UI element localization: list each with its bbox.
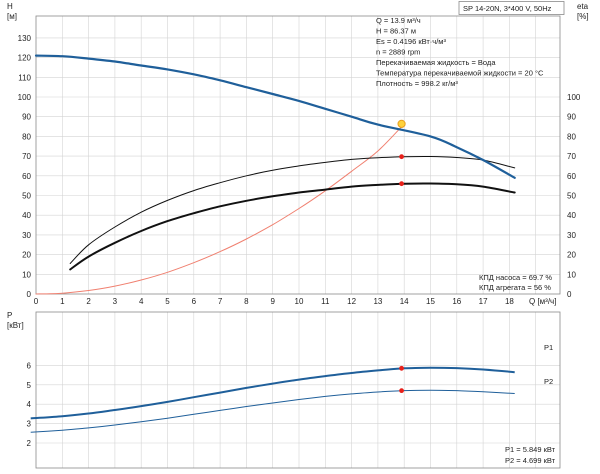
- upper-grid: [36, 16, 560, 294]
- flow-tick-label: 1: [60, 297, 65, 306]
- head-tick-label: 50: [22, 192, 31, 201]
- eta-axis-unit: [%]: [577, 12, 589, 21]
- info-temperature: Температура перекачиваемой жидкости = 20…: [376, 69, 544, 78]
- p1-value: P1 = 5.849 кВт: [505, 445, 556, 454]
- head-axis-unit: [м]: [7, 12, 17, 21]
- p1-series-label: P1: [544, 343, 553, 352]
- flow-tick-label: 8: [244, 297, 249, 306]
- head-tick-label: 80: [22, 132, 31, 141]
- power-axis-title: P: [7, 311, 12, 320]
- flow-tick-label: 6: [192, 297, 197, 306]
- pump-efficiency-curve: [69, 155, 516, 264]
- unit-efficiency-duty-point: [399, 181, 404, 187]
- p2-duty-point: [399, 388, 404, 394]
- head-tick-label: 40: [22, 211, 31, 220]
- flow-axis-ticks: 0 1 2 3 4 5 6 7 8 9 10 11 12 13 14 15 16 17 18: [34, 297, 515, 306]
- eta-tick-label: 40: [567, 211, 576, 220]
- head-tick-label: 60: [22, 172, 31, 181]
- power-tick-label: 5: [27, 381, 32, 390]
- flow-tick-label: 2: [86, 297, 91, 306]
- eta-tick-label: 10: [567, 270, 576, 279]
- flow-tick-label: 5: [165, 297, 170, 306]
- info-density: Плотность = 998.2 кг/м³: [376, 79, 458, 88]
- info-speed: n = 2889 rpm: [376, 48, 420, 57]
- head-axis-ticks: 0 10 20 30 40 50 60 70 80 90 100 110 120 130: [18, 34, 32, 299]
- flow-tick-label: 16: [452, 297, 461, 306]
- upper-curves: [34, 54, 516, 295]
- eta-axis-ticks: 0 10 20 30 40 50 60 70 80 90 100: [567, 93, 581, 299]
- eta-tick-label: 0: [567, 290, 572, 299]
- p2-value: P2 = 4.699 кВт: [505, 456, 556, 465]
- head-duty-point: [397, 119, 406, 128]
- head-tick-label: 130: [18, 34, 32, 43]
- eta-tick-label: 80: [567, 132, 576, 141]
- head-curve: [34, 54, 516, 179]
- flow-tick-label: 9: [270, 297, 275, 306]
- power-axis-unit: [кВт]: [7, 321, 24, 330]
- header-label-box: [458, 1, 565, 15]
- head-tick-label: 90: [22, 113, 31, 122]
- flow-tick-label: 14: [400, 297, 409, 306]
- eta-tick-label: 50: [567, 192, 576, 201]
- head-tick-label: 10: [22, 270, 31, 279]
- pump-efficiency-duty-point: [399, 154, 404, 160]
- power-tick-label: 2: [27, 439, 32, 448]
- power-axis-ticks: 2 3 4 5 6: [27, 361, 32, 448]
- flow-tick-label: 18: [505, 297, 514, 306]
- flow-tick-label: 7: [218, 297, 223, 306]
- flow-tick-label: 15: [426, 297, 435, 306]
- eta-tick-label: 60: [567, 172, 576, 181]
- eta-tick-label: 70: [567, 152, 576, 161]
- head-tick-label: 0: [27, 290, 32, 299]
- unit-efficiency-curve: [69, 182, 516, 271]
- eta-tick-label: 20: [567, 251, 576, 260]
- header-label: SP 14-20N, 3*400 V, 50Hz: [463, 4, 552, 13]
- info-flow: Q = 13.9 м³/ч: [376, 16, 421, 25]
- flow-tick-label: 10: [295, 297, 304, 306]
- flow-tick-label: 3: [113, 297, 118, 306]
- p2-series-label: P2: [544, 377, 553, 386]
- system-curve: [35, 123, 405, 295]
- operating-info: Q = 13.9 м³/ч H = 86.37 м Es = 0.4196 кВ…: [376, 16, 544, 88]
- head-tick-label: 110: [18, 73, 31, 82]
- head-tick-label: 120: [18, 54, 32, 63]
- flow-tick-label: 4: [139, 297, 144, 306]
- lower-plot-frame: [35, 311, 561, 469]
- flow-tick-label: 12: [347, 297, 356, 306]
- flow-tick-label: 0: [34, 297, 39, 306]
- info-head: H = 86.37 м: [376, 27, 416, 36]
- head-axis-title: H: [7, 2, 13, 11]
- eta-axis-title: eta: [577, 2, 589, 11]
- power-tick-label: 3: [27, 420, 32, 429]
- flow-tick-label: 13: [373, 297, 382, 306]
- eta-tick-label: 30: [567, 231, 576, 240]
- p1-power-curve: [30, 366, 515, 420]
- upper-plot-frame: [35, 15, 561, 295]
- head-tick-label: 30: [22, 231, 31, 240]
- unit-efficiency-value: КПД агрегата = 56 %: [479, 283, 551, 292]
- lower-grid: [36, 312, 560, 468]
- duty-points: [397, 119, 406, 394]
- power-tick-label: 6: [27, 361, 32, 370]
- head-tick-label: 70: [22, 152, 31, 161]
- eta-tick-label: 90: [567, 113, 576, 122]
- pump-efficiency-value: КПД насоса = 69.7 %: [479, 273, 552, 282]
- p2-power-curve: [30, 389, 515, 433]
- p1-duty-point: [399, 365, 404, 371]
- flow-axis-title: Q [м³/ч]: [529, 297, 556, 306]
- head-tick-label: 20: [22, 251, 31, 260]
- eta-tick-label: 100: [567, 93, 581, 102]
- flow-tick-label: 17: [479, 297, 488, 306]
- info-liquid: Перекачиваемая жидкость = Вода: [376, 58, 496, 67]
- info-energy: Es = 0.4196 кВт·ч/м³: [376, 37, 446, 46]
- flow-tick-label: 11: [321, 297, 330, 306]
- head-tick-label: 100: [18, 93, 32, 102]
- lower-curves: [30, 366, 515, 433]
- power-tick-label: 4: [27, 400, 32, 409]
